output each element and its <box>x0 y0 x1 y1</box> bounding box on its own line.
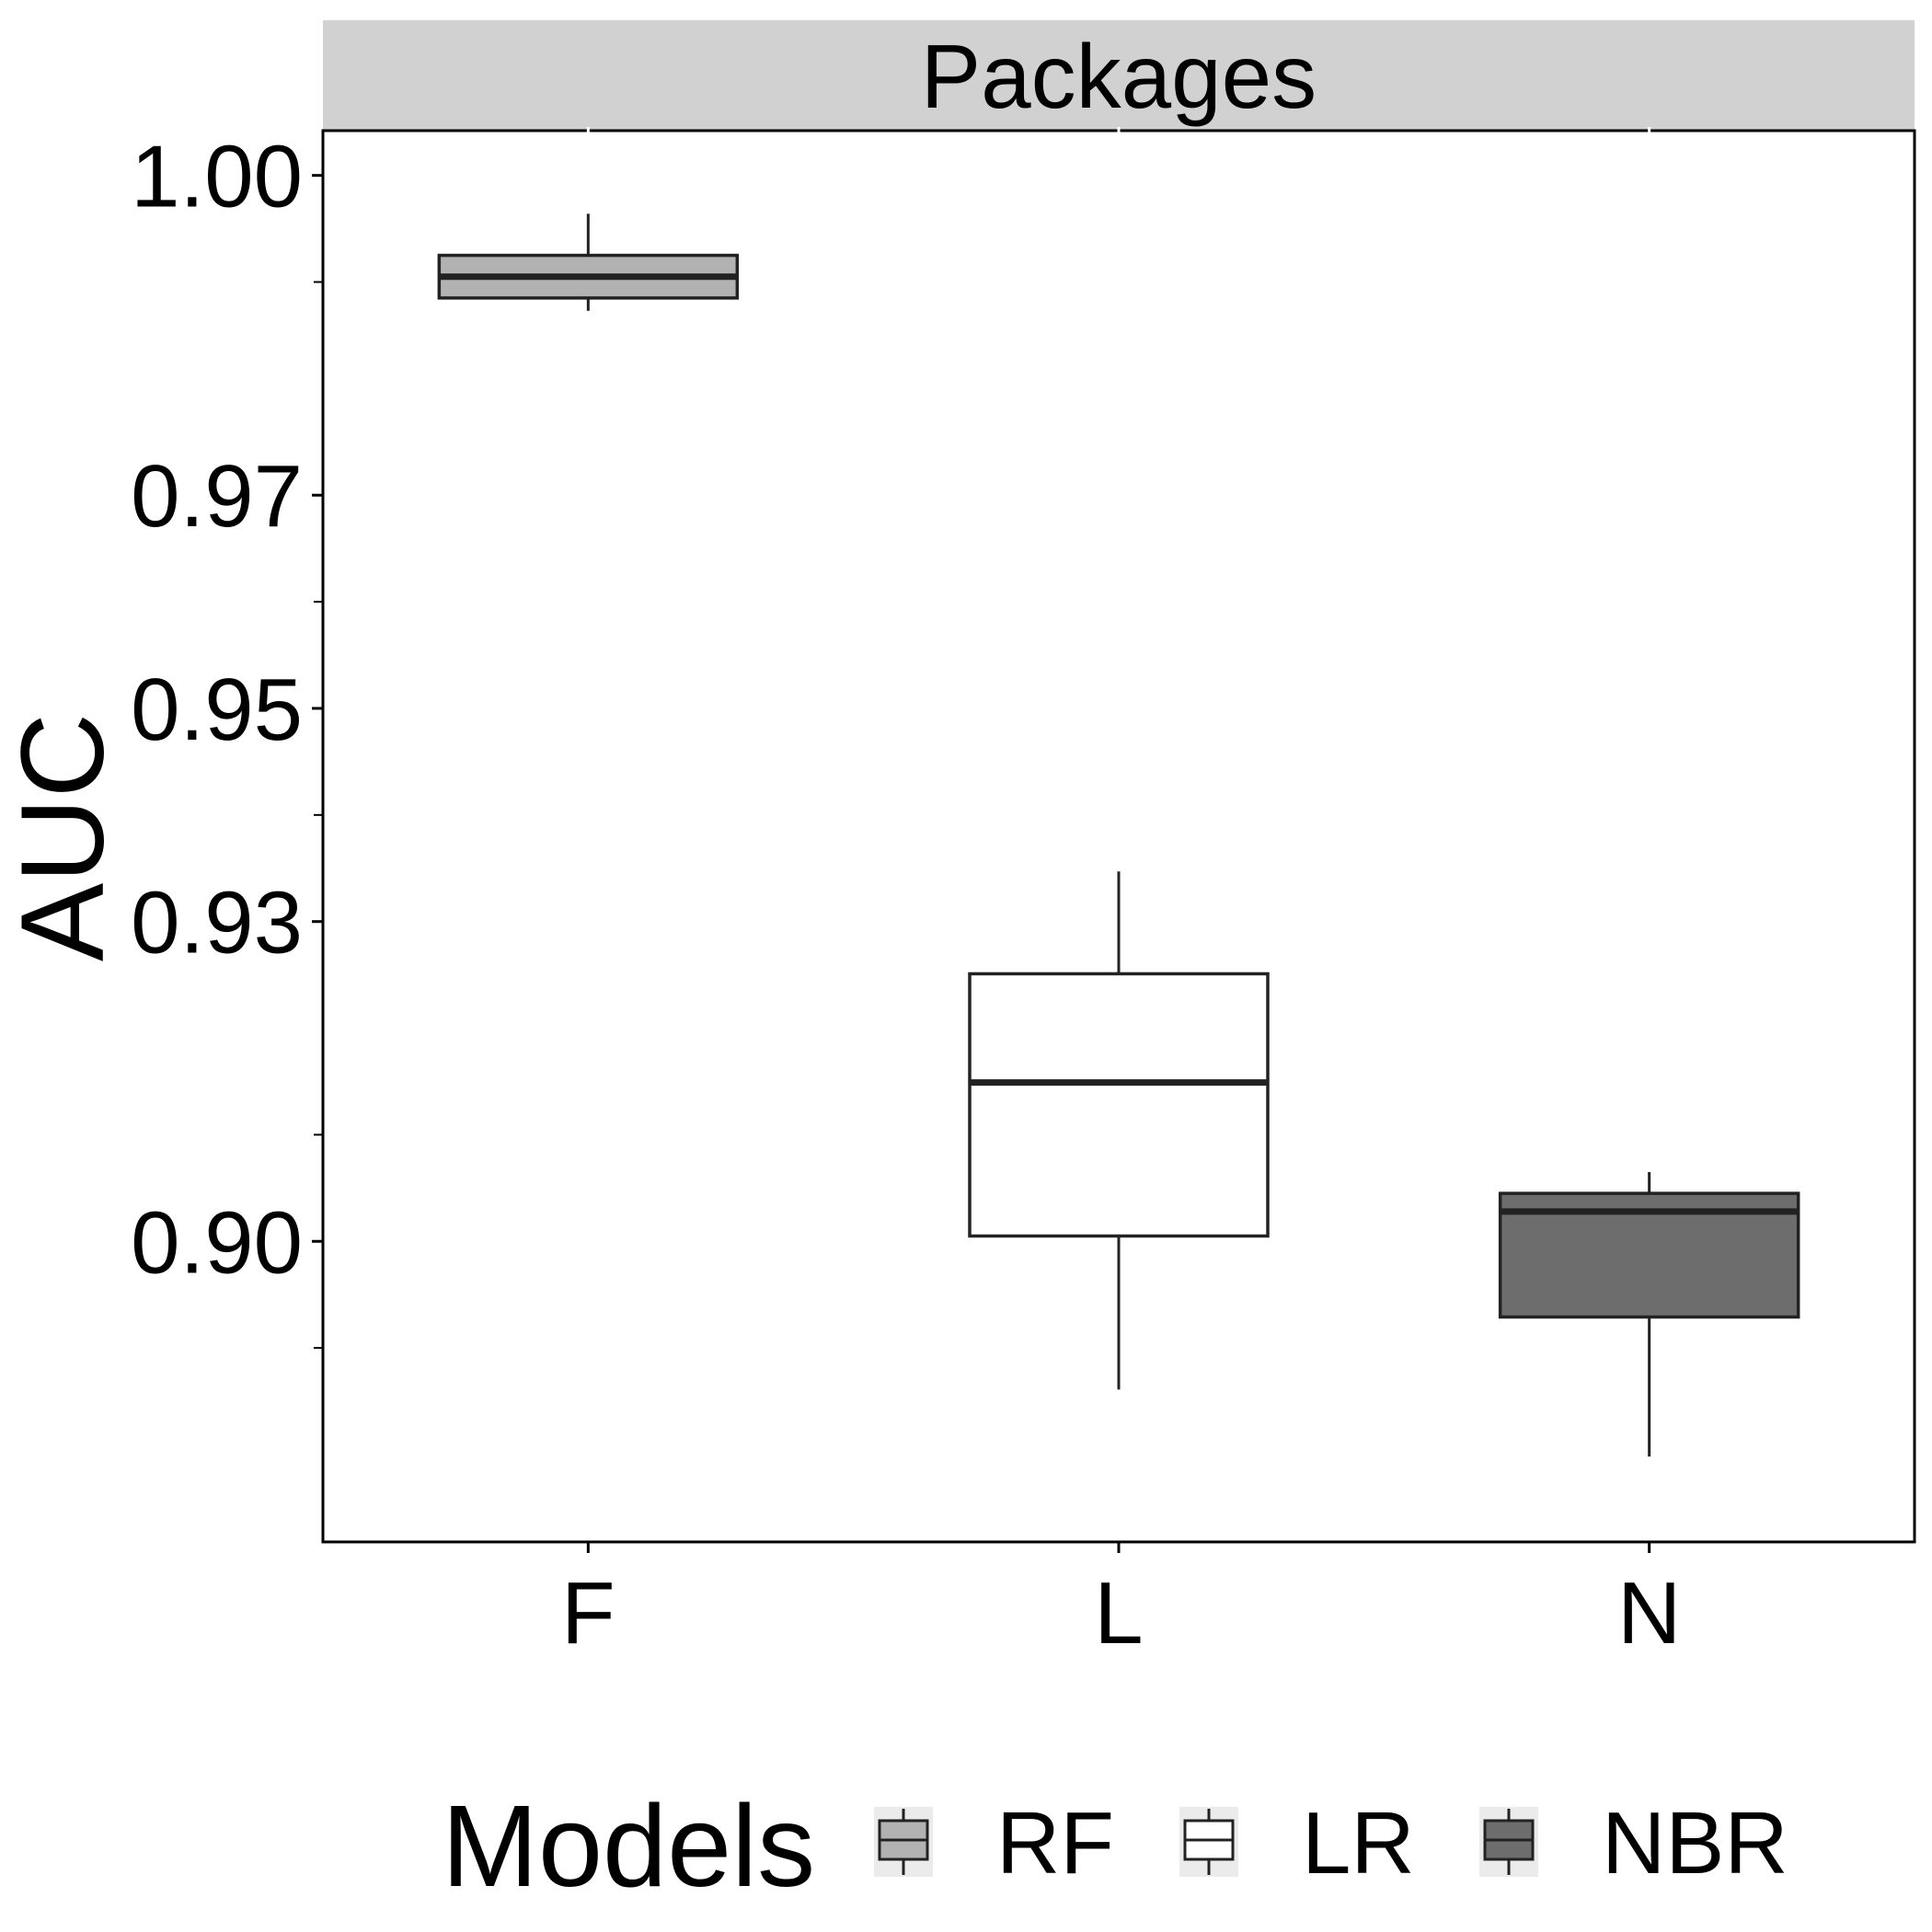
box-lr <box>968 871 1270 1390</box>
y-tick-label: 0.95 <box>131 661 303 759</box>
legend-label: NBR <box>1602 1794 1788 1892</box>
y-tick-label: 0.97 <box>131 447 303 546</box>
legend-item-rf: RF <box>874 1794 1114 1892</box>
legend-label: LR <box>1302 1794 1415 1892</box>
facet-strip <box>323 20 1915 131</box>
x-tick-label: F <box>561 1564 615 1662</box>
y-tick-label: 1.00 <box>131 128 303 226</box>
legend-item-nbr: NBR <box>1479 1794 1788 1892</box>
x-tick-label: L <box>1094 1564 1143 1662</box>
facet-label: Packages <box>921 26 1317 127</box>
y-tick-label: 0.90 <box>131 1193 303 1292</box>
legend-label: RF <box>996 1794 1114 1892</box>
legend-item-lr: LR <box>1179 1794 1415 1892</box>
y-axis-title: AUC <box>0 713 129 961</box>
legend: Models RF LR NBR <box>442 1781 1788 1911</box>
boxes <box>437 213 1800 1457</box>
box-rf <box>437 213 740 311</box>
box-iqr <box>968 972 1270 1238</box>
y-tick-label: 0.93 <box>131 874 303 972</box>
legend-title: Models <box>442 1781 815 1911</box>
x-tick-label: N <box>1617 1564 1681 1662</box>
y-axis: 1.00 0.97 0.95 0.93 0.90 <box>131 128 323 1350</box>
box-nbr <box>1498 1171 1800 1457</box>
